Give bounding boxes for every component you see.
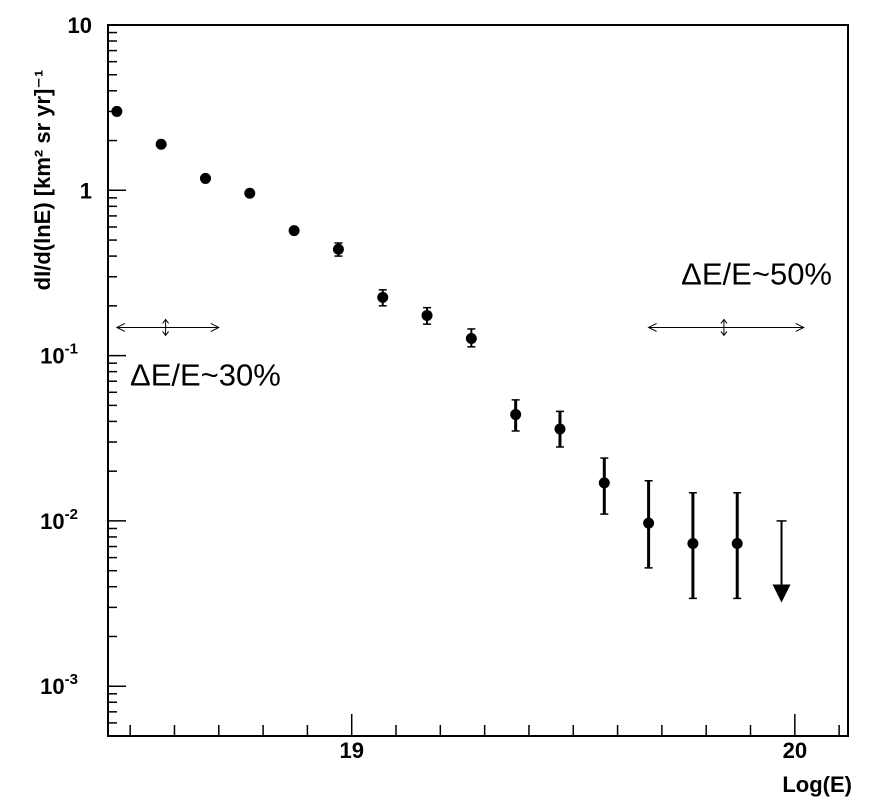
y-tick-label: 10-3: [40, 671, 78, 699]
y-tick-label: 10-2: [40, 506, 78, 534]
resolution-label: ΔE/E~50%: [681, 256, 832, 291]
x-axis-label: Log(E): [782, 772, 852, 797]
resolution-label: ΔE/E~30%: [130, 357, 281, 392]
data-point: [155, 138, 167, 150]
x-tick-labels: 19 20: [339, 738, 807, 763]
center-arrow-down: [720, 331, 728, 337]
data-point: [199, 172, 211, 184]
data-point: [111, 105, 123, 117]
data-point: [244, 187, 256, 199]
data-point: [465, 332, 477, 344]
y-tick-label: 1: [80, 178, 92, 203]
arrow-head-right: [795, 323, 805, 332]
y-axis-label-group: dI/d(lnE) [km² sr yr]⁻¹: [30, 70, 55, 291]
data-point: [377, 291, 389, 303]
arrow-head-right: [210, 323, 220, 332]
axis-ticks: [108, 24, 840, 737]
data-point: [288, 225, 300, 237]
center-arrow-up: [162, 318, 170, 324]
y-axis-label: dI/d(lnE) [km² sr yr]⁻¹: [30, 70, 55, 291]
data-point: [731, 538, 743, 550]
arrow-head-left: [115, 323, 126, 332]
arrow-head-left: [647, 323, 657, 332]
x-tick-label: 20: [783, 738, 807, 763]
data-point: [598, 477, 610, 489]
center-arrow-up: [720, 318, 728, 324]
data-point: [421, 309, 433, 321]
x-tick-label: 19: [339, 738, 363, 763]
center-arrow-down: [162, 331, 170, 337]
data-point: [687, 538, 699, 550]
data-point: [510, 409, 522, 421]
y-tick-label: 10-1: [40, 341, 78, 369]
resolution-annotations: ΔE/E~30% ΔE/E~50%: [115, 256, 832, 392]
data-points: [111, 105, 791, 603]
data-point: [332, 243, 344, 255]
upper-limit-arrow: [772, 584, 791, 603]
y-tick-label: 10: [68, 13, 92, 38]
data-point: [643, 517, 655, 529]
data-point: [554, 423, 566, 435]
